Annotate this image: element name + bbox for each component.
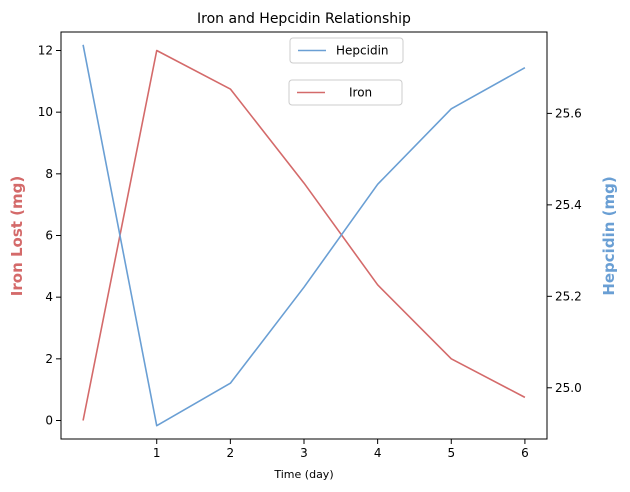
legend-box <box>289 37 404 64</box>
series-lines <box>82 44 526 427</box>
left-y-tick-label: 2 <box>45 352 53 366</box>
x-tick-label: 5 <box>447 446 455 460</box>
x-tick-label: 4 <box>374 446 382 460</box>
left-y-tick-label: 0 <box>45 414 53 428</box>
x-tick-label: 2 <box>227 446 235 460</box>
right-y-tick-label: 25.2 <box>555 289 582 303</box>
legend-box <box>288 79 403 106</box>
right-y-axis-ticks: 25.0 25.2 25.4 25.6 <box>547 106 582 395</box>
left-y-tick-label: 10 <box>38 105 53 119</box>
legend-label: Hepcidin <box>336 44 389 58</box>
right-y-tick-label: 25.4 <box>555 198 582 212</box>
x-tick-label: 1 <box>153 446 161 460</box>
left-y-tick-label: 4 <box>45 290 53 304</box>
right-y-axis-label: Hepcidin (mg) <box>600 176 618 295</box>
chart-title: Iron and Hepcidin Relationship <box>197 11 411 27</box>
right-y-tick-label: 25.0 <box>555 381 582 395</box>
series-line-iron <box>82 49 526 421</box>
legend-entry-iron: Iron <box>288 79 403 106</box>
left-y-axis-label: Iron Lost (mg) <box>8 176 26 296</box>
left-y-axis-ticks: 0 2 4 6 8 10 12 <box>38 44 61 428</box>
series-line-hepcidin <box>82 44 526 427</box>
x-axis-ticks: 1 2 3 4 5 6 <box>153 439 529 460</box>
legend: Hepcidin Iron <box>288 37 404 106</box>
left-y-tick-label: 6 <box>45 229 53 243</box>
legend-label: Iron <box>349 86 372 100</box>
x-tick-label: 3 <box>300 446 308 460</box>
left-y-tick-label: 8 <box>45 167 53 181</box>
x-tick-label: 6 <box>521 446 529 460</box>
legend-entry-hepcidin: Hepcidin <box>289 37 404 64</box>
right-y-tick-label: 25.6 <box>555 106 582 120</box>
left-y-tick-label: 12 <box>38 44 53 58</box>
x-axis-label: Time (day) <box>273 468 333 481</box>
